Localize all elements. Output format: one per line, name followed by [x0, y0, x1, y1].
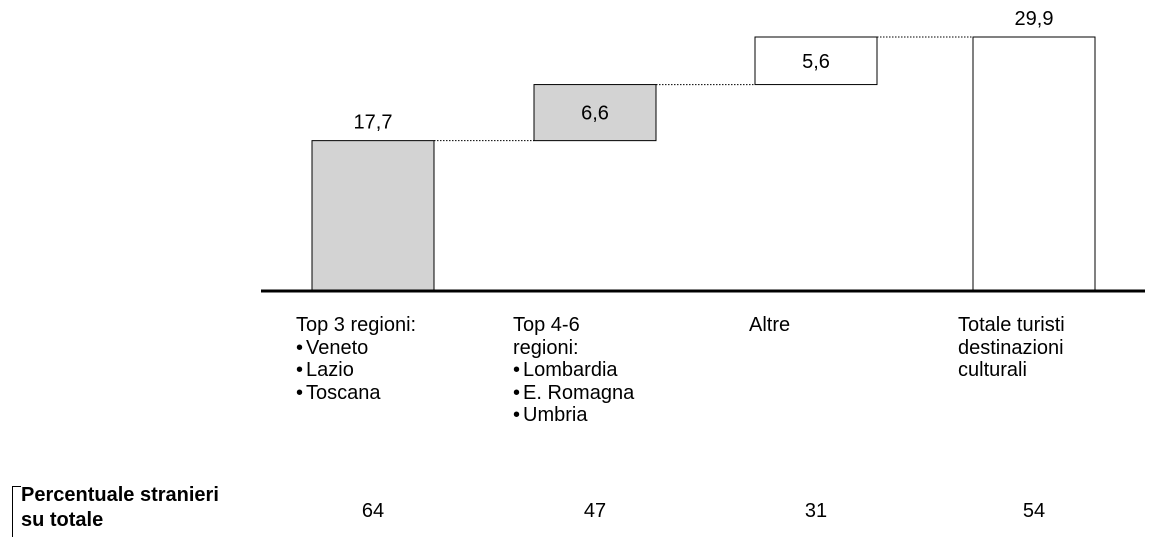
category-bullet-item: Lazio	[296, 359, 416, 382]
category-label-line: Top 4-6	[513, 314, 580, 336]
value-label-1: 17,7	[354, 112, 393, 134]
foreign-percentage-3: 31	[804, 500, 828, 522]
row-label-line-1: Percentuale stranieri	[21, 484, 219, 506]
category-label-1: Top 3 regioni:VenetoLazioToscana	[296, 314, 416, 404]
row-label-bracket	[12, 486, 21, 537]
bar-3	[754, 36, 878, 86]
bar-2	[533, 84, 657, 142]
foreign-percentage-2: 47	[583, 500, 607, 522]
category-bullet-item: E. Romagna	[513, 382, 634, 405]
category-label-line: regioni:	[513, 336, 579, 359]
category-label-3: Altre	[749, 314, 790, 337]
row-label-foreign-percentage: Percentuale stranieri su totale	[12, 483, 302, 537]
value-label-2: 6,6	[581, 103, 609, 125]
category-label-4: Totale turisti destinazioni culturali	[958, 314, 1065, 382]
category-bullet-item: Veneto	[296, 337, 416, 360]
foreign-percentage-4: 54	[1022, 500, 1046, 522]
category-bullet-item: Lombardia	[513, 359, 634, 382]
value-label-3: 5,6	[802, 51, 830, 73]
category-label-line: Top 3 regioni:	[296, 314, 417, 336]
row-label-line-2: su totale	[21, 509, 104, 531]
category-bullet-item: Toscana	[296, 382, 416, 405]
category-label-line: Altre	[749, 314, 791, 336]
value-label-4: 29,9	[1015, 8, 1054, 30]
bar-1	[311, 140, 435, 292]
foreign-percentage-1: 64	[361, 500, 385, 522]
category-label-line: culturali	[958, 359, 1027, 381]
category-bullet-item: Umbria	[513, 404, 634, 427]
bar-4	[972, 36, 1096, 292]
row-label-text: Percentuale stranieri su totale	[21, 483, 219, 533]
category-label-line: Totale turisti	[958, 314, 1065, 336]
category-label-line: destinazioni	[958, 336, 1064, 359]
